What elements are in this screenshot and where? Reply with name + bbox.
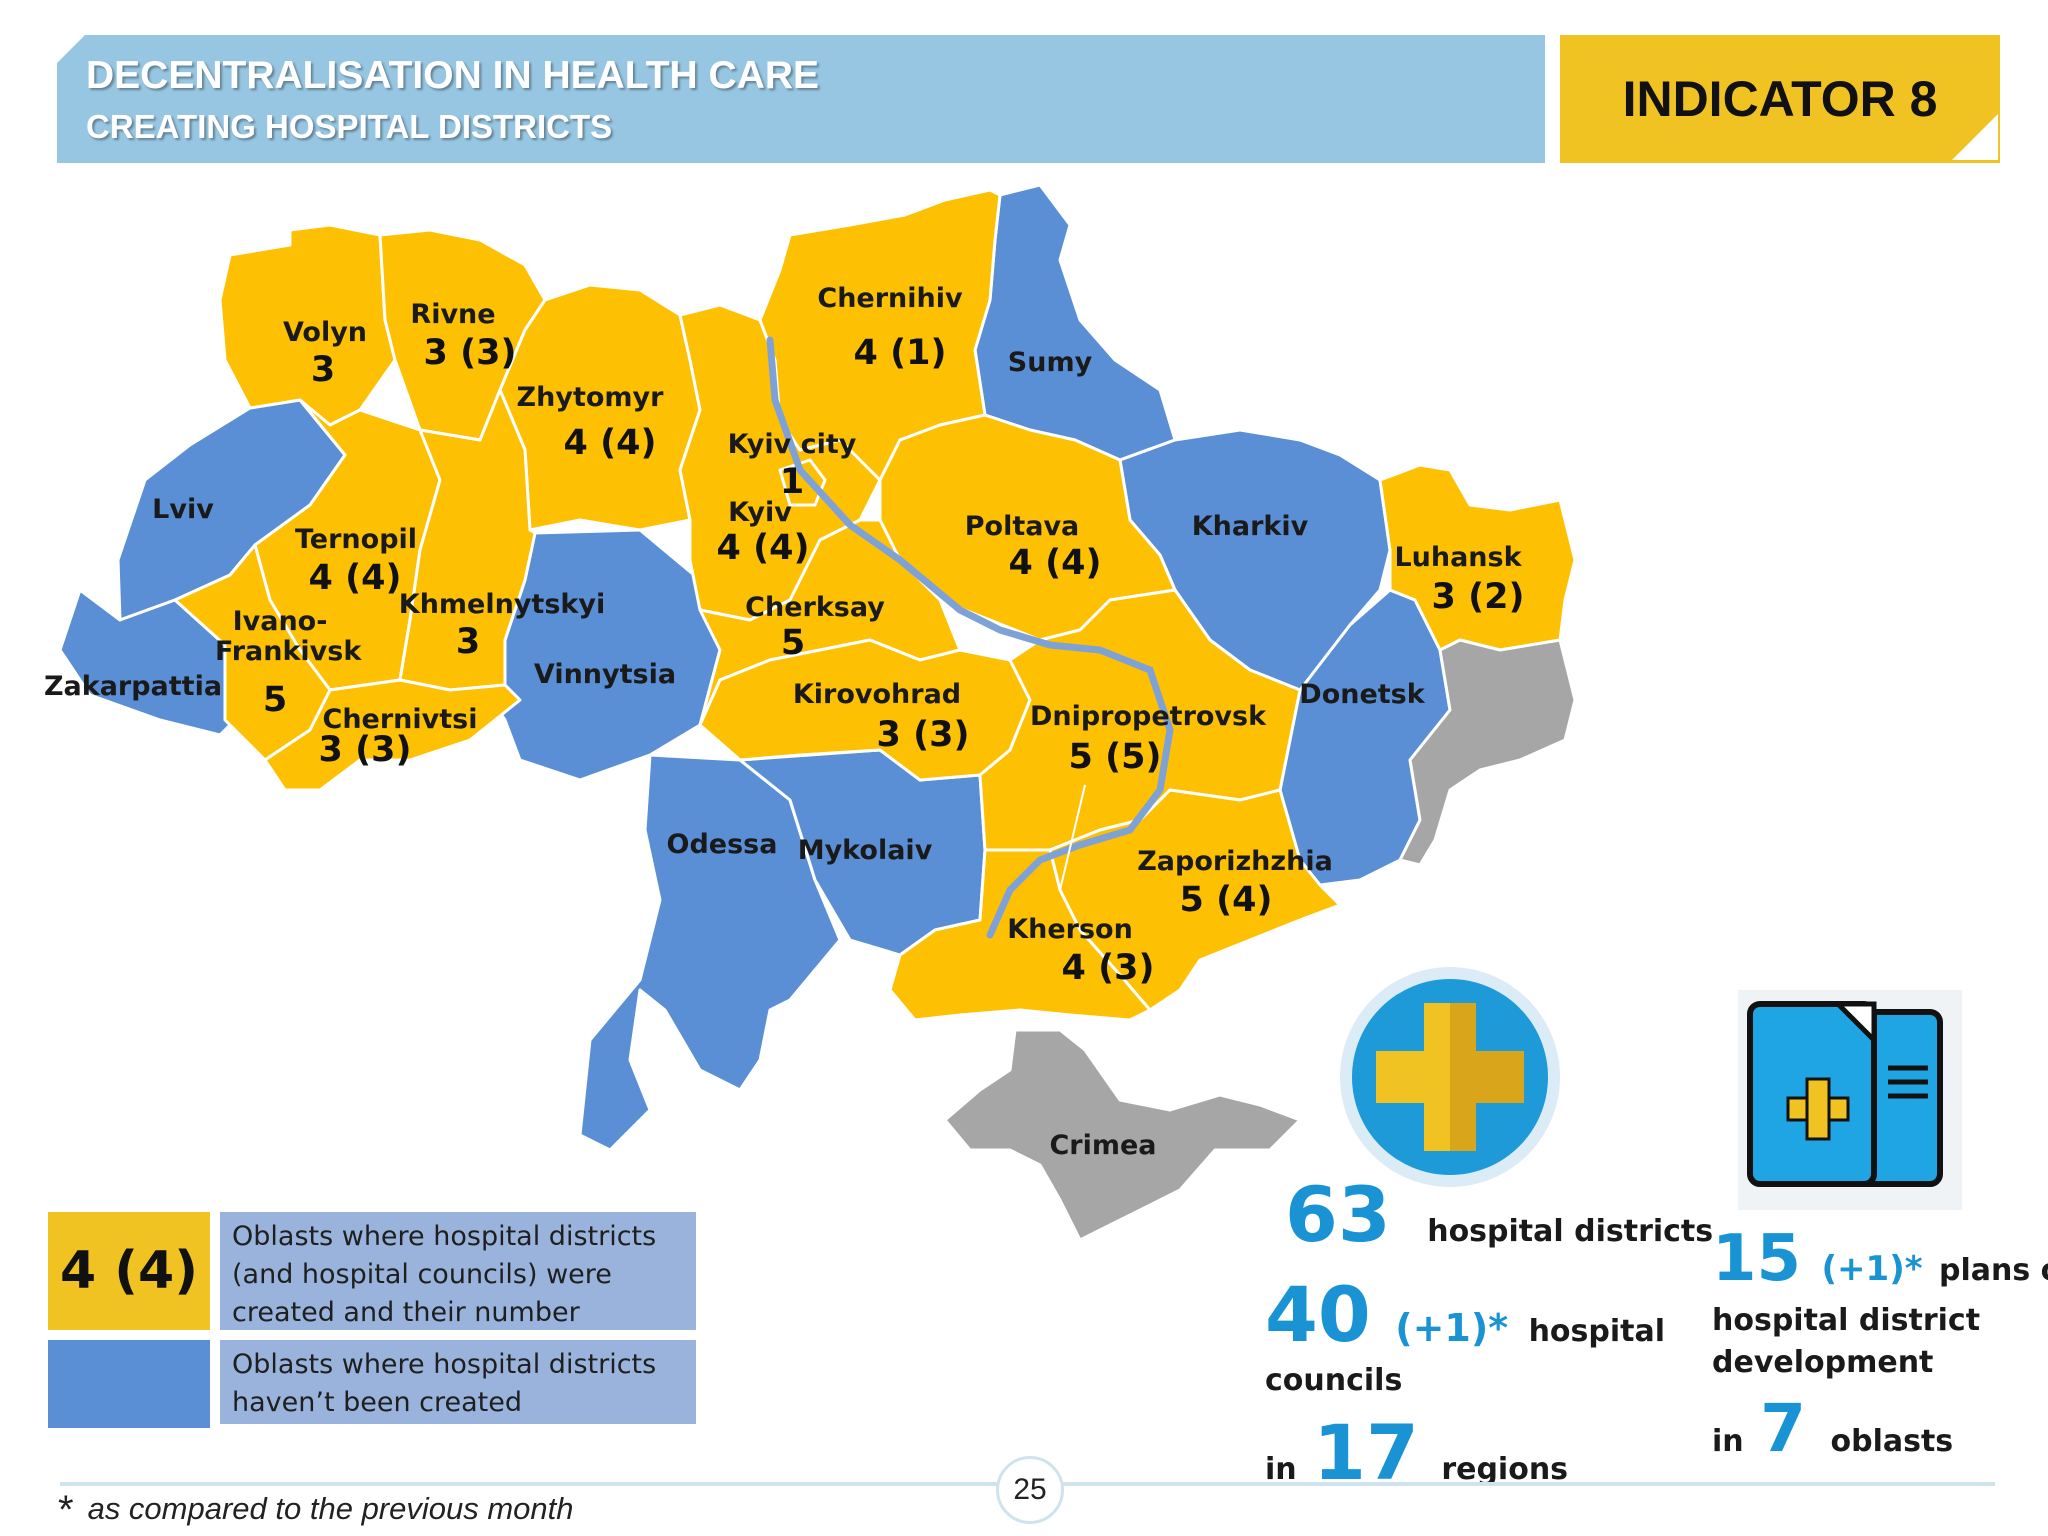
stat-districts-number: 63 bbox=[1285, 1170, 1391, 1259]
stat-plans: 15 (+1)* plans of bbox=[1712, 1222, 2048, 1296]
region-count-kherson: 4 (3) bbox=[1061, 948, 1155, 988]
map-borders bbox=[1059, 784, 1086, 891]
region-shape-khmelnytskyi[interactable] bbox=[398, 388, 537, 692]
legend-text-created: Oblasts where hospital districts (and ho… bbox=[220, 1212, 696, 1330]
page-number: 25 bbox=[996, 1456, 1064, 1524]
region-label-sumy: Sumy bbox=[1007, 347, 1093, 378]
region-label-kirovohrad: Kirovohrad bbox=[792, 679, 962, 710]
region-label-kharkiv: Kharkiv bbox=[1191, 511, 1309, 542]
dnipro-river bbox=[766, 336, 1174, 939]
region-shape-crimea bbox=[943, 1028, 1302, 1242]
region-label-kherson: Kherson bbox=[1007, 914, 1133, 945]
region-label-zakarpattia: Zakarpattia bbox=[43, 671, 223, 702]
legend-swatch-created: 4 (4) bbox=[48, 1212, 210, 1330]
stat-plans-label1: plans of bbox=[1938, 1253, 2048, 1288]
stat-councils-delta: (+1)* bbox=[1395, 1306, 1509, 1350]
region-label-zaporizhzhia: Zaporizhzhia bbox=[1137, 846, 1333, 877]
region-label-vinnytsia: Vinnytsia bbox=[533, 659, 677, 690]
region-shape-occupied-east bbox=[1398, 638, 1577, 867]
header-corner bbox=[57, 35, 85, 63]
stat-regions: in 17 regions bbox=[1265, 1408, 1568, 1497]
region-label-luhansk: Luhansk bbox=[1394, 542, 1522, 573]
region-count-ivano-frankivsk: 5 bbox=[262, 680, 288, 720]
region-count-ternopil: 4 (4) bbox=[308, 558, 402, 598]
region-count-volyn: 3 bbox=[310, 350, 336, 390]
legend-swatch-not-created bbox=[48, 1340, 210, 1428]
header-title: DECENTRALISATION IN HEALTH CARE bbox=[86, 54, 820, 97]
region-label-chernihiv: Chernihiv bbox=[817, 283, 963, 314]
stat-districts-label: hospital districts bbox=[1427, 1214, 1714, 1249]
region-count-luhansk: 3 (2) bbox=[1431, 577, 1525, 617]
header-bar bbox=[57, 35, 1545, 163]
stat-councils-label1: hospital bbox=[1528, 1314, 1666, 1349]
region-label-poltava: Poltava bbox=[964, 511, 1080, 542]
footnote: * as compared to the previous month bbox=[58, 1488, 574, 1533]
region-count-chernivtsi: 3 (3) bbox=[318, 730, 412, 770]
region-count-zaporizhzhia: 5 (4) bbox=[1179, 880, 1273, 920]
header-subtitle: CREATING HOSPITAL DISTRICTS bbox=[86, 108, 613, 145]
stat-councils-label2: councils bbox=[1265, 1363, 1403, 1398]
region-count-kyiv: 4 (4) bbox=[716, 528, 810, 568]
stat-regions-prefix: in bbox=[1265, 1452, 1297, 1487]
stat-councils-number: 40 bbox=[1265, 1270, 1371, 1359]
region-shape-kherson[interactable] bbox=[888, 848, 1152, 1022]
region-label-dnipropetrovsk: Dnipropetrovsk bbox=[1029, 701, 1267, 732]
region-count-khmelnytskyi: 3 bbox=[455, 622, 481, 662]
legend-text-not-created: Oblasts where hospital districts haven’t… bbox=[220, 1340, 696, 1424]
region-count-kyiv-city: 1 bbox=[779, 462, 805, 502]
region-shape-chernivtsi[interactable] bbox=[263, 678, 522, 792]
indicator-corner bbox=[1952, 114, 1998, 160]
region-shape-odessa[interactable] bbox=[578, 753, 842, 1152]
stat-plans-number: 15 bbox=[1712, 1222, 1802, 1296]
indicator-badge: INDICATOR 8 bbox=[1560, 35, 2000, 163]
region-count-zhytomyr: 4 (4) bbox=[563, 423, 657, 463]
region-label-odessa: Odessa bbox=[666, 829, 778, 860]
region-label-ternopil: Ternopil bbox=[294, 524, 418, 555]
stat-districts: 63 hospital districts bbox=[1285, 1170, 1713, 1259]
region-count-cherksay: 5 bbox=[780, 623, 806, 663]
region-label-kyiv: Kyiv bbox=[728, 497, 792, 528]
footnote-mark: * bbox=[58, 1488, 74, 1532]
region-label-donetsk: Donetsk bbox=[1299, 679, 1425, 710]
region-count-poltava: 4 (4) bbox=[1008, 543, 1102, 583]
region-label-kyiv-city: Kyiv city bbox=[727, 429, 857, 460]
region-shape-luhansk[interactable] bbox=[1378, 463, 1577, 652]
stat-oblasts: in 7 oblasts bbox=[1712, 1390, 1953, 1467]
stat-oblasts-prefix: in bbox=[1712, 1424, 1744, 1459]
stat-regions-label: regions bbox=[1441, 1452, 1569, 1487]
medical-documents-icon bbox=[1738, 990, 1962, 1210]
medical-cross-icon bbox=[1340, 967, 1560, 1187]
region-count-dnipropetrovsk: 5 (5) bbox=[1068, 737, 1162, 777]
footnote-text: as compared to the previous month bbox=[87, 1491, 574, 1526]
region-label-khmelnytskyi: Khmelnytskyi bbox=[398, 589, 606, 620]
region-shape-volyn[interactable] bbox=[218, 223, 397, 427]
region-label-zhytomyr: Zhytomyr bbox=[516, 382, 664, 413]
region-label-mykolaiv: Mykolaiv bbox=[797, 835, 933, 866]
region-label-chernivtsi: Chernivtsi bbox=[322, 704, 478, 735]
region-label-cherksay: Cherksay bbox=[745, 592, 885, 623]
region-label-rivne: Rivne bbox=[410, 299, 496, 330]
region-label-crimea: Crimea bbox=[1049, 1130, 1157, 1161]
region-shape-sumy[interactable] bbox=[973, 183, 1177, 462]
region-count-kirovohrad: 3 (3) bbox=[876, 715, 970, 755]
region-count-chernihiv: 4 (1) bbox=[853, 333, 947, 373]
region-label-ivano-frankivsk: Ivano-Frankivsk bbox=[215, 606, 362, 667]
stat-oblasts-label: oblasts bbox=[1830, 1424, 1954, 1459]
stat-oblasts-number: 7 bbox=[1760, 1390, 1807, 1467]
stat-councils: 40 (+1)* hospital bbox=[1265, 1270, 1665, 1359]
stat-plans-label3: development bbox=[1712, 1345, 1934, 1380]
stat-plans-label2: hospital district bbox=[1712, 1303, 1981, 1338]
region-label-volyn: Volyn bbox=[282, 317, 368, 348]
region-label-lviv: Lviv bbox=[152, 494, 214, 525]
stat-plans-delta: (+1)* bbox=[1821, 1249, 1923, 1289]
region-count-rivne: 3 (3) bbox=[423, 333, 517, 373]
